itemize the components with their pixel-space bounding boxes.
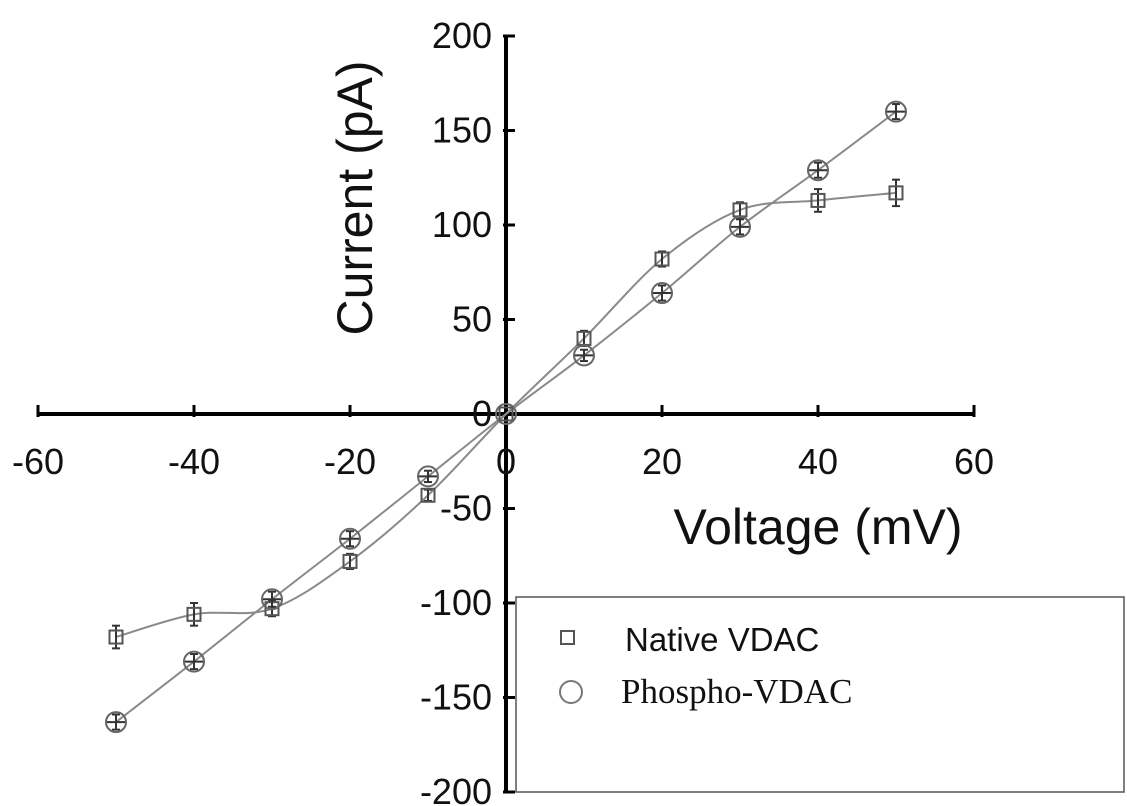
native-vdac-point	[654, 251, 670, 267]
phospho-vdac-point	[651, 282, 673, 305]
x-tick-label: -40	[168, 441, 220, 482]
y-tick-label: -150	[420, 677, 492, 718]
x-tick-label: -60	[12, 441, 64, 482]
y-tick-label: 150	[432, 110, 492, 151]
native-vdac-point	[888, 185, 904, 201]
x-tick-label: 60	[954, 441, 994, 482]
x-tick-label: 40	[798, 441, 838, 482]
native-vdac-point	[420, 487, 436, 503]
x-tick-label: 0	[496, 441, 516, 482]
y-tick-label: 50	[452, 299, 492, 340]
y-tick-label: 200	[432, 15, 492, 56]
axes: -60 -40 -20 0 20 40 60-200-150-100-50050100150…	[12, 15, 994, 806]
data-points	[105, 100, 907, 734]
y-tick-label: -200	[420, 771, 492, 806]
legend: Native VDAC Phospho-VDAC	[515, 596, 1125, 793]
phospho-vdac-point	[105, 711, 127, 734]
y-tick-label: 0	[472, 393, 492, 434]
y-tick-label: -50	[440, 488, 492, 529]
legend-circle-marker	[559, 680, 583, 704]
native-vdac-point	[342, 553, 358, 569]
phospho-vdac-point	[495, 403, 517, 425]
legend-label-phospho: Phospho-VDAC	[621, 672, 852, 711]
x-axis-title: Voltage (mV)	[673, 499, 962, 555]
native-vdac-point	[108, 629, 124, 645]
y-tick-label: -100	[420, 582, 492, 623]
phospho-vdac-point	[417, 465, 439, 488]
y-axis-title: Current (pA)	[327, 60, 383, 335]
native-vdac-point	[810, 192, 826, 208]
phospho-vdac-point	[183, 650, 205, 673]
phospho-vdac-point	[729, 215, 751, 238]
y-tick-label: 100	[432, 204, 492, 245]
phospho-vdac-point	[885, 100, 907, 123]
x-tick-label: -20	[324, 441, 376, 482]
legend-square-marker	[560, 630, 575, 645]
phospho-vdac-point	[261, 588, 283, 611]
native-vdac-point	[498, 406, 514, 422]
legend-box	[515, 596, 1125, 793]
legend-label-native: Native VDAC	[625, 621, 819, 658]
phospho-vdac-point	[807, 159, 829, 182]
native-vdac-point	[186, 606, 202, 622]
phospho-vdac-point	[573, 344, 595, 367]
phospho-vdac-point	[339, 527, 361, 550]
fit-curve-phospho	[115, 110, 897, 723]
x-tick-label: 20	[642, 441, 682, 482]
